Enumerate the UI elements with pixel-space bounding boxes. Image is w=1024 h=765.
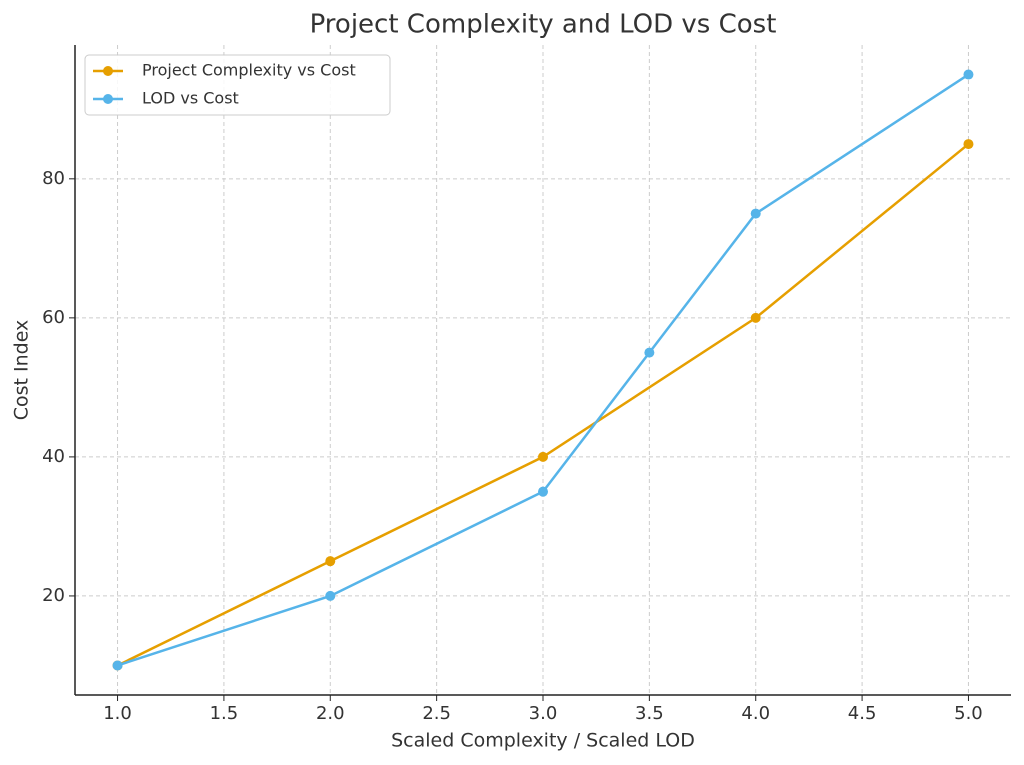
legend-label: LOD vs Cost (142, 89, 239, 108)
point (750, 312, 761, 323)
x-tick-label: 3.0 (529, 703, 558, 724)
chart-title: Project Complexity and LOD vs Cost (310, 10, 777, 40)
y-tick-label: 20 (42, 585, 65, 606)
x-tick-label: 4.5 (848, 703, 877, 724)
y-tick-label: 80 (42, 168, 65, 189)
series-line (117, 73, 970, 667)
point (963, 69, 974, 80)
x-axis-label: Scaled Complexity / Scaled LOD (391, 730, 695, 752)
y-tick-label: 40 (42, 446, 65, 467)
x-tick-label: 2.5 (422, 703, 451, 724)
point (538, 451, 548, 462)
y-tick-label: 60 (42, 307, 65, 328)
legend-label: Project Complexity vs Cost (142, 61, 356, 80)
point (963, 139, 974, 150)
x-tick-label: 3.5 (635, 703, 664, 724)
legend-box (84, 54, 391, 116)
x-tick-label: 1.0 (103, 703, 132, 724)
x-tick-label: 5.0 (954, 703, 983, 724)
legend-marker (103, 66, 113, 76)
x-tick-label: 2.0 (316, 703, 345, 724)
x-tick-label: 4.0 (741, 703, 770, 724)
point (538, 486, 548, 497)
y-axis-label: Cost Index (11, 320, 33, 421)
point (325, 556, 336, 567)
point (750, 208, 761, 219)
point (112, 660, 123, 671)
x-tick-label: 1.5 (210, 703, 239, 724)
legend-marker (103, 94, 113, 104)
point (325, 590, 336, 601)
point (644, 347, 655, 358)
